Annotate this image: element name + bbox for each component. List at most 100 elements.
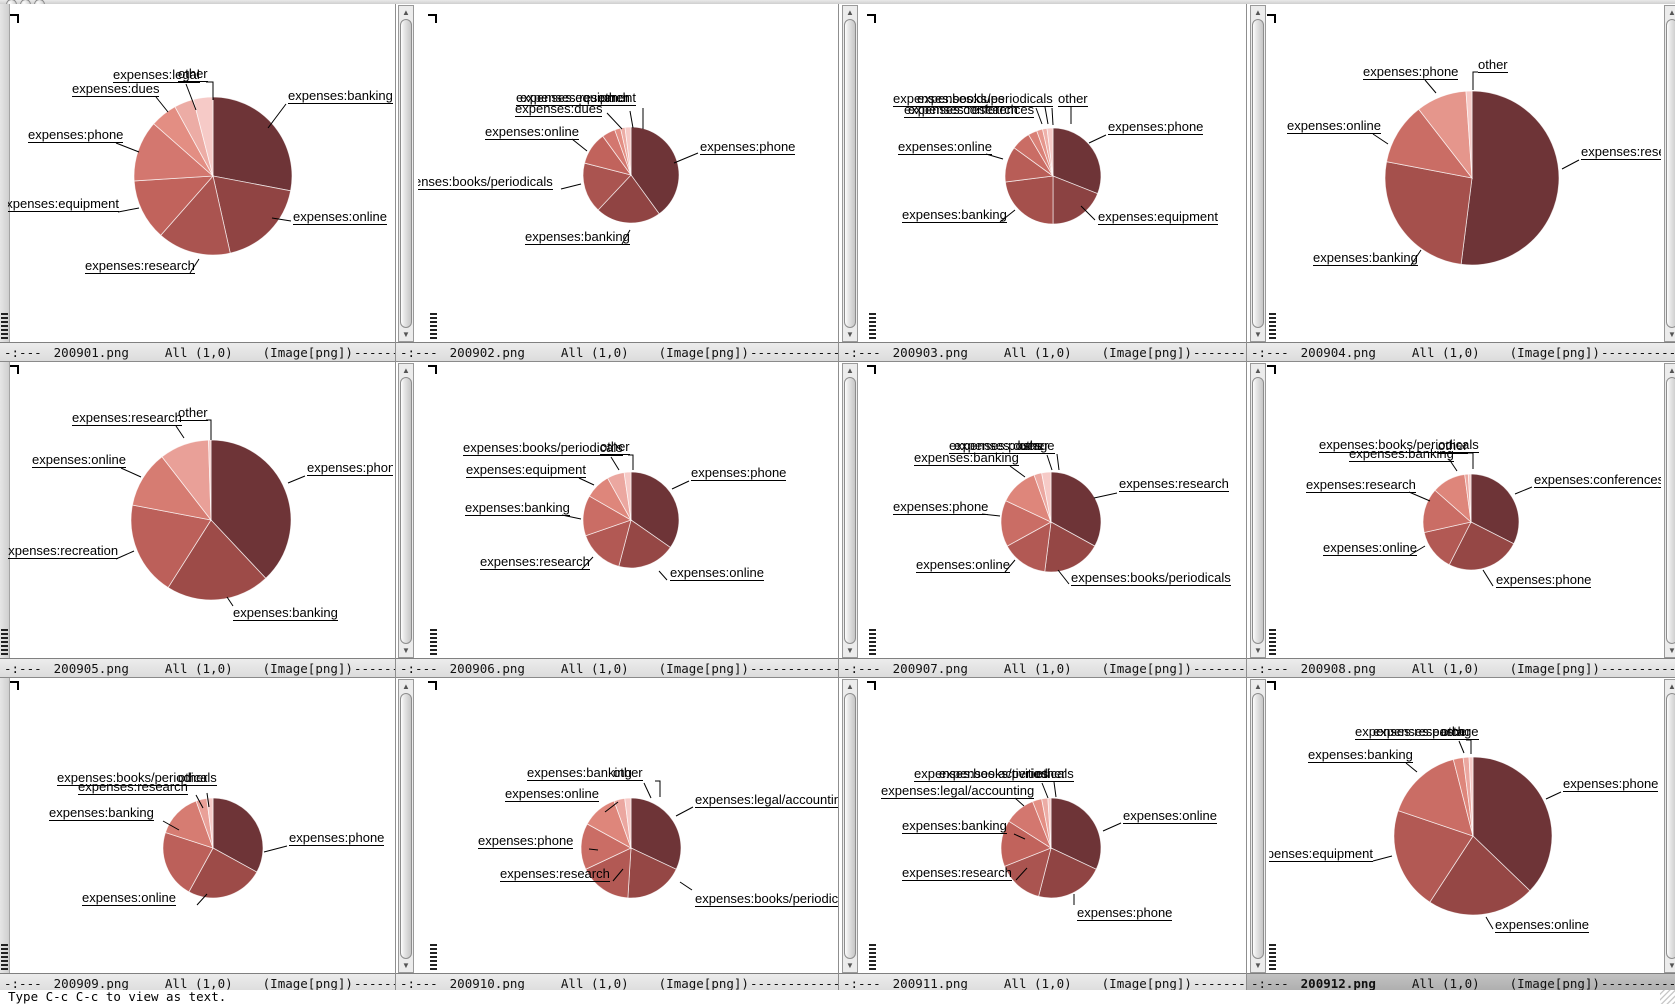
editor-window-200910.png[interactable]: ▲ ▼ expenses:banking other expenses:online ex… [395, 678, 839, 993]
label-leader-line [189, 258, 200, 274]
editor-window-200905.png[interactable]: expenses:research other expenses:online exp… [0, 362, 395, 678]
scroll-down-arrow-icon[interactable]: ▼ [1665, 645, 1675, 656]
vertical-scrollbar-clipped[interactable]: ▲▼ [1664, 5, 1675, 342]
editor-window-200911.png[interactable]: ▲ ▼ expenses:books/periodicals expenses:act… [838, 678, 1247, 993]
zoom-button[interactable] [34, 0, 45, 4]
vertical-scrollbar-clipped[interactable]: ▲▼ [1664, 679, 1675, 973]
editor-window-200912.png[interactable]: ▲▼▲▼expenses:researchexpenses:postageoth… [1246, 678, 1675, 993]
modeline-position: All (1,0) [560, 660, 629, 676]
scrollbar-thumb[interactable] [844, 19, 856, 328]
vertical-scrollbar[interactable]: ▲ ▼ [842, 363, 858, 658]
editor-window-200901.png[interactable]: expenses:legal other expenses:dues expenses… [0, 4, 395, 362]
mode-line[interactable]: -:--- 200909.png All (1,0) (Image[png]) ----… [0, 973, 395, 993]
pie-slice-expenses-online [1423, 521, 1472, 566]
scroll-down-arrow-icon[interactable]: ▼ [1254, 961, 1262, 970]
fringe-empty-line-icon [1269, 948, 1276, 950]
label-leader-line [1035, 107, 1043, 125]
editor-window-200903.png[interactable]: ▲ ▼ expenses:books/periodicals expenses:due… [838, 4, 1247, 362]
echo-area[interactable]: Type C-c C-c to view as text. [0, 990, 1675, 1004]
scroll-down-arrow-icon[interactable]: ▼ [846, 646, 854, 655]
vertical-scrollbar[interactable]: ▲ ▼ [398, 679, 414, 973]
scroll-up-arrow-icon[interactable]: ▲ [1665, 7, 1675, 18]
mode-line[interactable]: -:--- 200904.png All (1,0) (Image[png]) ----… [1247, 342, 1675, 362]
mode-line[interactable]: -:--- 200905.png All (1,0) (Image[png]) ----… [0, 658, 395, 678]
vertical-scrollbar[interactable]: ▲ ▼ [842, 679, 858, 973]
scrollbar-thumb[interactable] [400, 377, 412, 644]
scroll-up-arrow-icon[interactable]: ▲ [1254, 682, 1262, 691]
mode-line[interactable]: -:--- 200907.png All (1,0) (Image[png]) ----… [839, 658, 1247, 678]
resize-grip-icon[interactable] [1660, 990, 1675, 1004]
scrollbar-thumb[interactable] [400, 693, 412, 959]
scrollbar-clipped[interactable] [0, 678, 10, 974]
vertical-scrollbar[interactable]: ▲ ▼ [1250, 363, 1266, 658]
pie-label: expenses:books/periodicals [418, 174, 553, 190]
mode-line[interactable]: -:--- 200911.png All (1,0) (Image[png]) ----… [839, 973, 1247, 993]
scrollbar-thumb[interactable] [400, 19, 412, 328]
scroll-down-arrow-icon[interactable]: ▼ [402, 330, 410, 339]
modeline-state: -:--- [400, 975, 438, 991]
pie-label: expenses:dues [954, 438, 1042, 454]
close-button[interactable] [6, 0, 17, 4]
mode-line[interactable]: -:--- 200901.png All (1,0) (Image[png]) ----… [0, 342, 395, 362]
mode-line[interactable]: -:--- 200903.png All (1,0) (Image[png]) ----… [839, 342, 1247, 362]
scrollbar-thumb[interactable] [1252, 19, 1264, 328]
editor-window-200904.png[interactable]: ▲▼▲▼expenses:phoneotherexpenses:onlineex… [1246, 4, 1675, 362]
scroll-up-arrow-icon[interactable]: ▲ [846, 682, 854, 691]
fringe-empty-line-icon [1269, 313, 1276, 315]
scroll-down-arrow-icon[interactable]: ▼ [1254, 646, 1262, 655]
fringe-empty-line-icon [1269, 329, 1276, 331]
vertical-scrollbar[interactable]: ▲ ▼ [398, 363, 414, 658]
editor-window-200909.png[interactable]: expenses:books/periodicals other expenses:… [0, 678, 395, 993]
mode-line[interactable]: -:--- 200910.png All (1,0) (Image[png]) ----… [396, 973, 839, 993]
scrollbar-thumb[interactable] [1252, 693, 1264, 959]
label-leader-line [117, 207, 140, 213]
scroll-up-arrow-icon[interactable]: ▲ [846, 8, 854, 17]
scroll-down-arrow-icon[interactable]: ▼ [846, 330, 854, 339]
fringe-empty-line-icon [430, 641, 437, 643]
mode-line[interactable]: -:--- 200906.png All (1,0) (Image[png]) ----… [396, 658, 839, 678]
scrollbar-thumb[interactable] [1666, 693, 1675, 959]
label-leader-line [610, 456, 620, 471]
editor-window-200902.png[interactable]: ▲ ▼ expenses:equipment expenses:research oth… [395, 4, 839, 362]
editor-window-200907.png[interactable]: ▲ ▼ expenses:postage expenses:dues other expe… [838, 362, 1247, 678]
pie-slice-expenses-phone [1000, 500, 1052, 547]
scrollbar-thumb[interactable] [1252, 377, 1264, 644]
modeline-major-mode: (Image[png]) [1101, 660, 1192, 676]
pie-chart-image [115, 419, 306, 607]
minimize-button[interactable] [20, 0, 31, 4]
fringe-empty-line-icon [1, 333, 8, 335]
editor-window-200906.png[interactable]: ▲ ▼ expenses:books/periodicals other expense… [395, 362, 839, 678]
scroll-down-arrow-icon[interactable]: ▼ [402, 646, 410, 655]
scroll-up-arrow-icon[interactable]: ▲ [402, 366, 410, 375]
scroll-up-arrow-icon[interactable]: ▲ [846, 366, 854, 375]
scroll-up-arrow-icon[interactable]: ▲ [1254, 366, 1262, 375]
mode-line[interactable]: -:--- 200908.png All (1,0) (Image[png]) ----… [1247, 658, 1675, 678]
scrollbar-thumb[interactable] [844, 377, 856, 644]
vertical-scrollbar[interactable]: ▲ ▼ [842, 5, 858, 342]
scroll-down-arrow-icon[interactable]: ▼ [1665, 960, 1675, 971]
scroll-up-arrow-icon[interactable]: ▲ [402, 682, 410, 691]
scroll-up-arrow-icon[interactable]: ▲ [1665, 681, 1675, 692]
scrollbar-thumb[interactable] [844, 693, 856, 959]
scrollbar-thumb[interactable] [1666, 19, 1675, 328]
mode-line[interactable]: -:--- 200902.png All (1,0) (Image[png]) ----… [396, 342, 839, 362]
scroll-up-arrow-icon[interactable]: ▲ [1254, 8, 1262, 17]
editor-window-200908.png[interactable]: ▲▼▲▼expenses:books/periodicalsotherexpen… [1246, 362, 1675, 678]
label-leader-line [196, 893, 208, 906]
scroll-down-arrow-icon[interactable]: ▼ [1665, 329, 1675, 340]
modeline-buffer-name: 200904.png [1300, 344, 1376, 360]
scroll-down-arrow-icon[interactable]: ▼ [1254, 330, 1262, 339]
scrollbar-clipped[interactable] [0, 362, 10, 659]
pie-slice-expenses-research [614, 127, 632, 176]
scrollbar-thumb[interactable] [1666, 377, 1675, 644]
scroll-up-arrow-icon[interactable]: ▲ [1665, 365, 1675, 376]
scroll-down-arrow-icon[interactable]: ▼ [402, 961, 410, 970]
vertical-scrollbar[interactable]: ▲ ▼ [1250, 5, 1266, 342]
vertical-scrollbar[interactable]: ▲ ▼ [398, 5, 414, 342]
vertical-scrollbar[interactable]: ▲ ▼ [1250, 679, 1266, 973]
fringe-empty-line-icon [869, 321, 876, 323]
scrollbar-clipped[interactable] [0, 4, 10, 343]
scroll-down-arrow-icon[interactable]: ▼ [846, 961, 854, 970]
scroll-up-arrow-icon[interactable]: ▲ [402, 8, 410, 17]
vertical-scrollbar-clipped[interactable]: ▲▼ [1664, 363, 1675, 658]
